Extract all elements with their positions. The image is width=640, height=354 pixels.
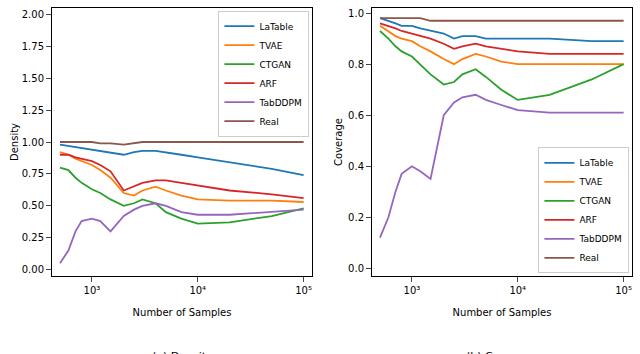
svg-text:1.0: 1.0 <box>348 8 364 19</box>
svg-text:Density: Density <box>9 123 20 161</box>
svg-text:0.75: 0.75 <box>22 168 44 179</box>
svg-text:0.0: 0.0 <box>348 263 364 274</box>
svg-text:LaTable: LaTable <box>579 158 613 168</box>
svg-text:10⁵: 10⁵ <box>615 285 632 296</box>
svg-text:Real: Real <box>259 117 278 127</box>
svg-text:1.25: 1.25 <box>22 105 44 116</box>
svg-text:ARF: ARF <box>259 79 277 89</box>
svg-text:TVAE: TVAE <box>258 41 282 51</box>
svg-text:Coverage: Coverage <box>333 118 344 166</box>
svg-text:CTGAN: CTGAN <box>579 196 611 206</box>
svg-text:0.4: 0.4 <box>348 161 364 172</box>
svg-text:2.00: 2.00 <box>22 9 44 20</box>
svg-text:10⁵: 10⁵ <box>295 285 312 296</box>
svg-text:1.50: 1.50 <box>22 73 44 84</box>
svg-text:0.8: 0.8 <box>348 59 364 70</box>
svg-text:0.25: 0.25 <box>22 232 44 243</box>
svg-text:10⁴: 10⁴ <box>189 285 206 296</box>
svg-text:0.2: 0.2 <box>348 212 364 223</box>
svg-text:10³: 10³ <box>84 285 101 296</box>
svg-text:10³: 10³ <box>404 285 421 296</box>
svg-text:1.75: 1.75 <box>22 41 44 52</box>
svg-text:0.50: 0.50 <box>22 200 44 211</box>
svg-text:Real: Real <box>579 253 598 263</box>
svg-text:10⁴: 10⁴ <box>509 285 526 296</box>
svg-text:0.6: 0.6 <box>348 110 364 121</box>
svg-text:(b) Coverage: (b) Coverage <box>466 350 538 354</box>
svg-text:TabDDPM: TabDDPM <box>258 98 301 108</box>
svg-text:(a) Density: (a) Density <box>152 350 213 354</box>
svg-text:TabDDPM: TabDDPM <box>578 234 621 244</box>
svg-text:LaTable: LaTable <box>259 22 293 32</box>
svg-text:CTGAN: CTGAN <box>259 60 291 70</box>
svg-text:1.00: 1.00 <box>22 137 44 148</box>
svg-text:Number of Samples: Number of Samples <box>133 307 232 318</box>
svg-text:TVAE: TVAE <box>578 177 602 187</box>
svg-text:0.00: 0.00 <box>22 264 44 275</box>
svg-text:ARF: ARF <box>579 215 597 225</box>
svg-text:Number of Samples: Number of Samples <box>453 307 552 318</box>
